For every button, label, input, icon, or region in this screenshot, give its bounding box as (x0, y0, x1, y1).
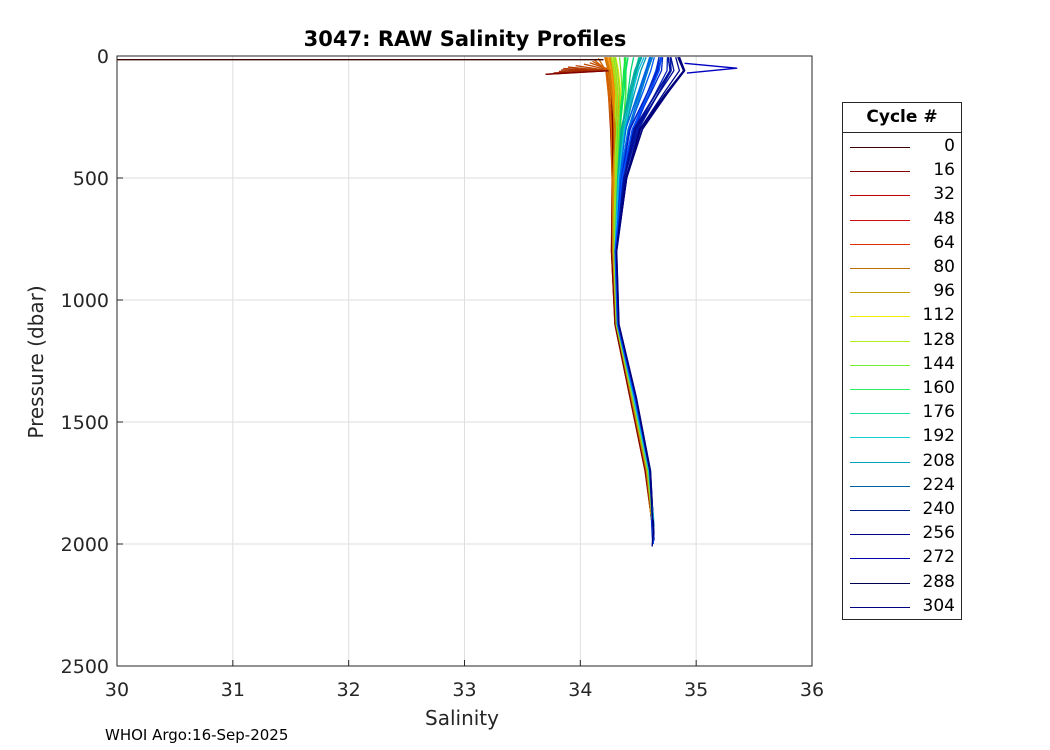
y-tick-label: 2500 (61, 656, 109, 678)
legend-swatch (850, 389, 910, 390)
x-axis-ticks: 30 31 32 33 34 35 36 (105, 660, 824, 701)
y-axis-ticks: 0 500 1000 1500 2000 2500 (61, 46, 123, 678)
footer-credit: WHOI Argo:16-Sep-2025 (105, 726, 289, 744)
legend-entry: 16 (843, 160, 961, 184)
y-tick-label: 1000 (61, 290, 109, 312)
legend-swatch (850, 171, 910, 173)
legend-swatch (850, 413, 910, 415)
legend-swatch (850, 268, 910, 269)
legend-label: 144 (922, 353, 955, 374)
legend-swatch (850, 437, 910, 439)
legend-entry: 112 (843, 305, 961, 329)
legend-swatch (850, 485, 910, 487)
legend-swatch (850, 606, 910, 608)
legend-entry: 304 (843, 596, 961, 620)
legend-entry: 288 (843, 572, 961, 596)
legend-swatch (850, 582, 910, 584)
legend-entry: 144 (843, 354, 961, 378)
x-tick-label: 34 (568, 679, 592, 701)
legend-entry: 128 (843, 330, 961, 354)
legend-label: 160 (922, 378, 955, 398)
legend-label: 112 (922, 305, 955, 326)
legend-entry: 272 (843, 547, 961, 571)
legend-label: 240 (922, 499, 955, 519)
legend-label: 16 (933, 160, 955, 181)
legend-entry: 32 (843, 184, 961, 208)
legend-label: 96 (933, 281, 955, 302)
legend-label: 64 (933, 232, 955, 253)
legend-swatch (850, 534, 910, 536)
legend-label: 288 (922, 571, 955, 592)
profile-line-cycle-80 (605, 57, 653, 520)
legend-label: 224 (922, 474, 955, 495)
legend: Cycle # 0 16 32 48 64 80 96 112 128 144 160 176 192 2… (842, 102, 962, 620)
legend-entry: 240 (843, 499, 961, 523)
legend-entry: 176 (843, 402, 961, 426)
legend-label: 0 (944, 136, 955, 156)
legend-swatch (850, 364, 910, 366)
x-tick-label: 35 (684, 679, 708, 701)
y-axis-label: Pressure (dbar) (24, 285, 48, 438)
y-tick-label: 500 (73, 168, 109, 190)
x-tick-label: 31 (221, 679, 245, 701)
profile-line-cycle-128 (613, 57, 653, 520)
legend-label: 208 (922, 450, 955, 471)
legend-label: 80 (933, 257, 955, 277)
legend-label: 176 (922, 402, 955, 423)
y-tick-label: 1500 (61, 412, 109, 434)
legend-label: 48 (933, 208, 955, 229)
legend-swatch (850, 292, 910, 294)
legend-entry: 192 (843, 426, 961, 450)
legend-label: 304 (922, 595, 955, 616)
legend-entry: 64 (843, 233, 961, 257)
legend-entry: 256 (843, 523, 961, 547)
legend-entry: 96 (843, 281, 961, 305)
y-tick-label: 0 (97, 46, 109, 68)
legend-swatch (850, 316, 910, 318)
legend-title: Cycle # (866, 107, 938, 127)
legend-label: 272 (922, 547, 955, 568)
legend-swatch (850, 510, 910, 511)
legend-swatch (850, 195, 910, 197)
x-tick-label: 33 (452, 679, 476, 701)
legend-swatch (850, 147, 910, 148)
legend-entry: 224 (843, 475, 961, 499)
y-tick-label: 2000 (61, 534, 109, 556)
x-axis-label: Salinity (425, 706, 499, 730)
legend-swatch (850, 558, 910, 560)
legend-swatch (850, 243, 910, 245)
legend-divider (843, 132, 961, 133)
legend-label: 128 (922, 329, 955, 350)
legend-label: 256 (922, 523, 955, 544)
profile-line-cycle-304 (615, 56, 686, 547)
legend-label: 192 (922, 426, 955, 447)
legend-label: 32 (933, 184, 955, 205)
legend-entry: 80 (843, 257, 961, 281)
chart-title: 3047: RAW Salinity Profiles (304, 27, 627, 51)
legend-entry: 160 (843, 378, 961, 402)
profile-line-cycle-spike (684, 62, 738, 74)
data-series (117, 56, 738, 547)
legend-swatch (850, 461, 910, 463)
legend-entry: 48 (843, 209, 961, 233)
legend-swatch (850, 340, 910, 342)
x-tick-label: 32 (337, 679, 361, 701)
x-tick-label: 36 (800, 679, 824, 701)
legend-swatch (850, 219, 910, 221)
x-tick-label: 30 (105, 679, 129, 701)
legend-entry: 208 (843, 451, 961, 475)
profile-line-cycle-192 (614, 56, 655, 520)
legend-entry: 0 (843, 136, 961, 160)
